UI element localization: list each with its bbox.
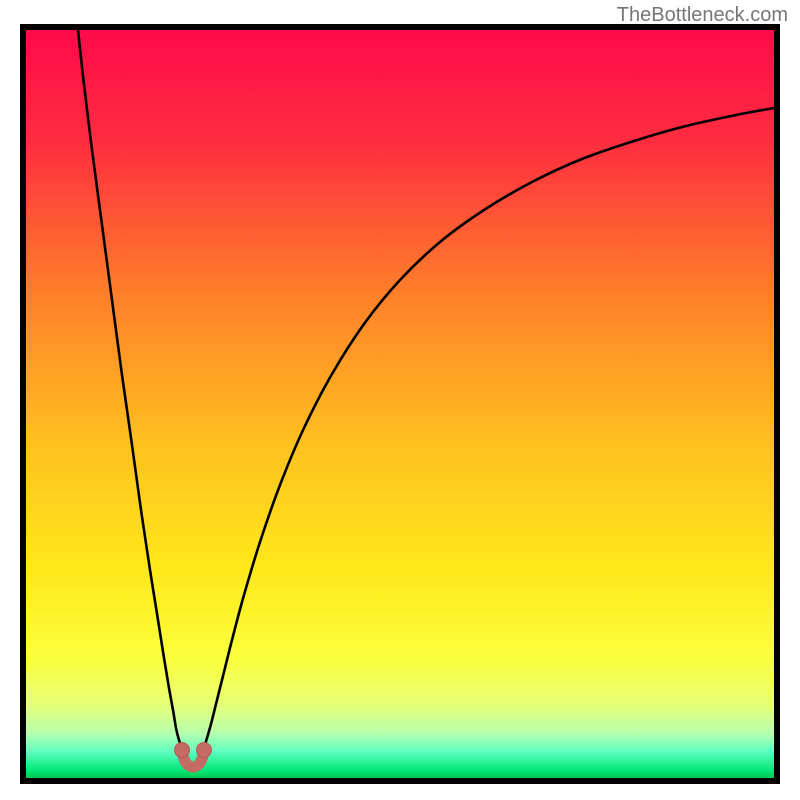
bottleneck-chart — [26, 30, 774, 778]
trough-marker-left — [175, 743, 190, 758]
figure-container: TheBottleneck.com — [0, 0, 800, 800]
plot-frame — [20, 24, 780, 784]
plot-area — [26, 30, 774, 778]
heatmap-gradient-background — [26, 30, 774, 778]
trough-marker-right — [197, 743, 212, 758]
watermark-text: TheBottleneck.com — [617, 4, 788, 27]
